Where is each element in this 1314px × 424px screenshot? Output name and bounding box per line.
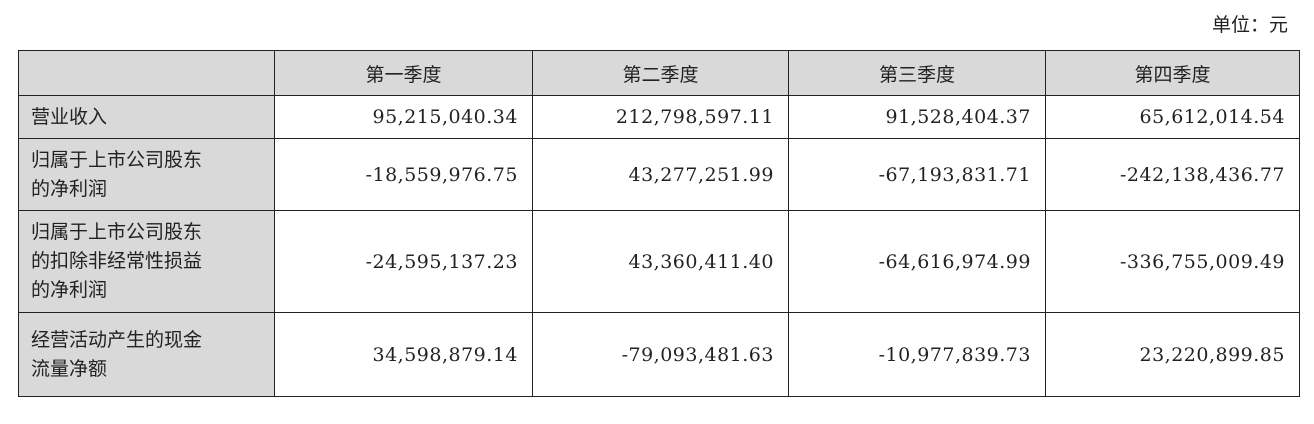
quarterly-financials-table: 第一季度 第二季度 第三季度 第四季度 营业收入 95,215,040.34 2… <box>18 50 1300 397</box>
cell-q4: -242,138,436.77 <box>1045 138 1300 211</box>
header-row: 第一季度 第二季度 第三季度 第四季度 <box>18 50 1300 96</box>
row-label-line: 归属于上市公司股东 <box>31 148 203 171</box>
row-label: 营业收入 <box>18 95 275 139</box>
cell-q3: 91,528,404.37 <box>788 95 1046 139</box>
cell-q2: -79,093,481.63 <box>532 312 789 397</box>
cell-q4: -336,755,009.49 <box>1045 210 1300 313</box>
row-label-line: 营业收入 <box>31 105 108 128</box>
header-q1: 第一季度 <box>274 50 533 96</box>
header-q3: 第三季度 <box>788 50 1046 96</box>
cell-q1: 34,598,879.14 <box>274 312 533 397</box>
cell-q4: 23,220,899.85 <box>1045 312 1300 397</box>
row-label-line: 归属于上市公司股东 <box>31 221 203 243</box>
row-label-line: 的扣除非经常性损益 <box>31 250 203 272</box>
table-row-revenue: 营业收入 95,215,040.34 212,798,597.11 91,528… <box>18 95 1300 139</box>
row-label-line: 的净利润 <box>31 177 108 200</box>
row-label-line: 流量净额 <box>31 357 108 380</box>
cell-q2: 43,360,411.40 <box>532 210 789 313</box>
cell-q4: 65,612,014.54 <box>1045 95 1300 139</box>
unit-label: 单位：元 <box>1211 14 1288 36</box>
cell-q3: -64,616,974.99 <box>788 210 1046 313</box>
row-label-line: 经营活动产生的现金 <box>31 328 203 351</box>
row-label: 归属于上市公司股东 的扣除非经常性损益 的净利润 <box>18 210 275 313</box>
header-q2: 第二季度 <box>532 50 789 96</box>
table-row-operating-cash-flow: 经营活动产生的现金 流量净额 34,598,879.14 -79,093,481… <box>18 312 1300 397</box>
cell-q3: -67,193,831.71 <box>788 138 1046 211</box>
header-q4: 第四季度 <box>1045 50 1300 96</box>
table-row-net-profit: 归属于上市公司股东 的净利润 -18,559,976.75 43,277,251… <box>18 138 1300 211</box>
cell-q1: -18,559,976.75 <box>274 138 533 211</box>
cell-q3: -10,977,839.73 <box>788 312 1046 397</box>
row-label: 归属于上市公司股东 的净利润 <box>18 138 275 211</box>
cell-q2: 43,277,251.99 <box>532 138 789 211</box>
cell-q1: 95,215,040.34 <box>274 95 533 139</box>
header-blank <box>18 50 275 96</box>
table-row-net-profit-excl-nonrecurring: 归属于上市公司股东 的扣除非经常性损益 的净利润 -24,595,137.23 … <box>18 210 1300 313</box>
cell-q2: 212,798,597.11 <box>532 95 789 139</box>
row-label: 经营活动产生的现金 流量净额 <box>18 312 275 397</box>
row-label-line: 的净利润 <box>31 279 108 301</box>
cell-q1: -24,595,137.23 <box>274 210 533 313</box>
